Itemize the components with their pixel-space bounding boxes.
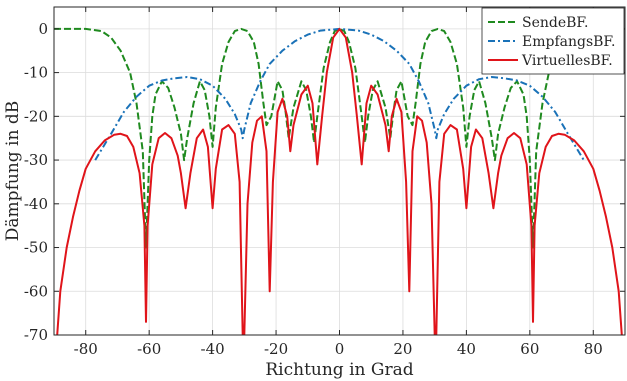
plot-area <box>54 27 625 335</box>
y-axis-ticks: 0 -10 -20 -30 -40 -50 -60 -70 <box>24 20 625 344</box>
legend: SendeBF. EmpfangsBF. VirtuellesBF. <box>481 7 625 75</box>
y-tick-label: -70 <box>24 326 48 344</box>
x-tick-label: -40 <box>201 340 225 358</box>
x-tick-label: -80 <box>74 340 98 358</box>
series-line-virtuellesbf <box>56 27 623 335</box>
x-tick-label: 60 <box>520 340 539 358</box>
x-axis-ticks: -80 -60 -40 -20 0 20 40 60 80 <box>74 7 603 358</box>
y-tick-label: -20 <box>24 107 48 125</box>
y-tick-label: 0 <box>38 20 48 38</box>
y-tick-label: -40 <box>24 195 48 213</box>
x-tick-label: -20 <box>264 340 288 358</box>
y-tick-label: -30 <box>24 151 48 169</box>
x-tick-label: -60 <box>137 340 161 358</box>
y-tick-label: -50 <box>24 239 48 257</box>
y-tick-label: -10 <box>24 64 48 82</box>
x-tick-label: 0 <box>335 340 345 358</box>
x-tick-label: 40 <box>457 340 476 358</box>
x-tick-label: 20 <box>393 340 412 358</box>
legend-label: SendeBF. <box>522 15 588 31</box>
x-axis-label: Richtung in Grad <box>265 360 413 380</box>
legend-label: VirtuellesBF. <box>521 53 613 69</box>
legend-label: EmpfangsBF. <box>522 34 615 50</box>
y-axis-label: Dämpfung in dB <box>3 101 23 241</box>
y-tick-label: -60 <box>24 282 48 300</box>
x-tick-label: 80 <box>584 340 603 358</box>
